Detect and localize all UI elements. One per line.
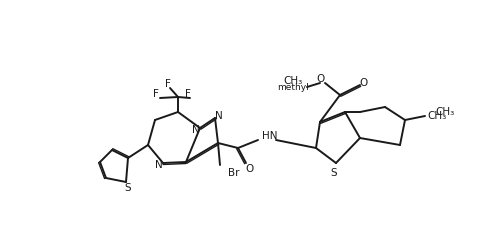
Text: HN: HN bbox=[262, 131, 277, 141]
Text: N: N bbox=[215, 111, 222, 121]
Text: CH₃: CH₃ bbox=[434, 107, 453, 117]
Text: S: S bbox=[124, 183, 131, 193]
Text: CH₃: CH₃ bbox=[283, 76, 303, 86]
Text: F: F bbox=[153, 89, 159, 99]
Text: Br: Br bbox=[227, 168, 239, 178]
Text: O: O bbox=[359, 78, 367, 88]
Text: F: F bbox=[165, 79, 171, 89]
Text: O: O bbox=[245, 164, 254, 174]
Text: S: S bbox=[330, 168, 337, 178]
Text: N: N bbox=[155, 160, 162, 170]
Text: CH₃: CH₃ bbox=[426, 111, 445, 121]
Text: O: O bbox=[316, 74, 325, 84]
Text: F: F bbox=[185, 89, 190, 99]
Text: N: N bbox=[192, 125, 199, 135]
Text: methyl: methyl bbox=[277, 82, 308, 91]
